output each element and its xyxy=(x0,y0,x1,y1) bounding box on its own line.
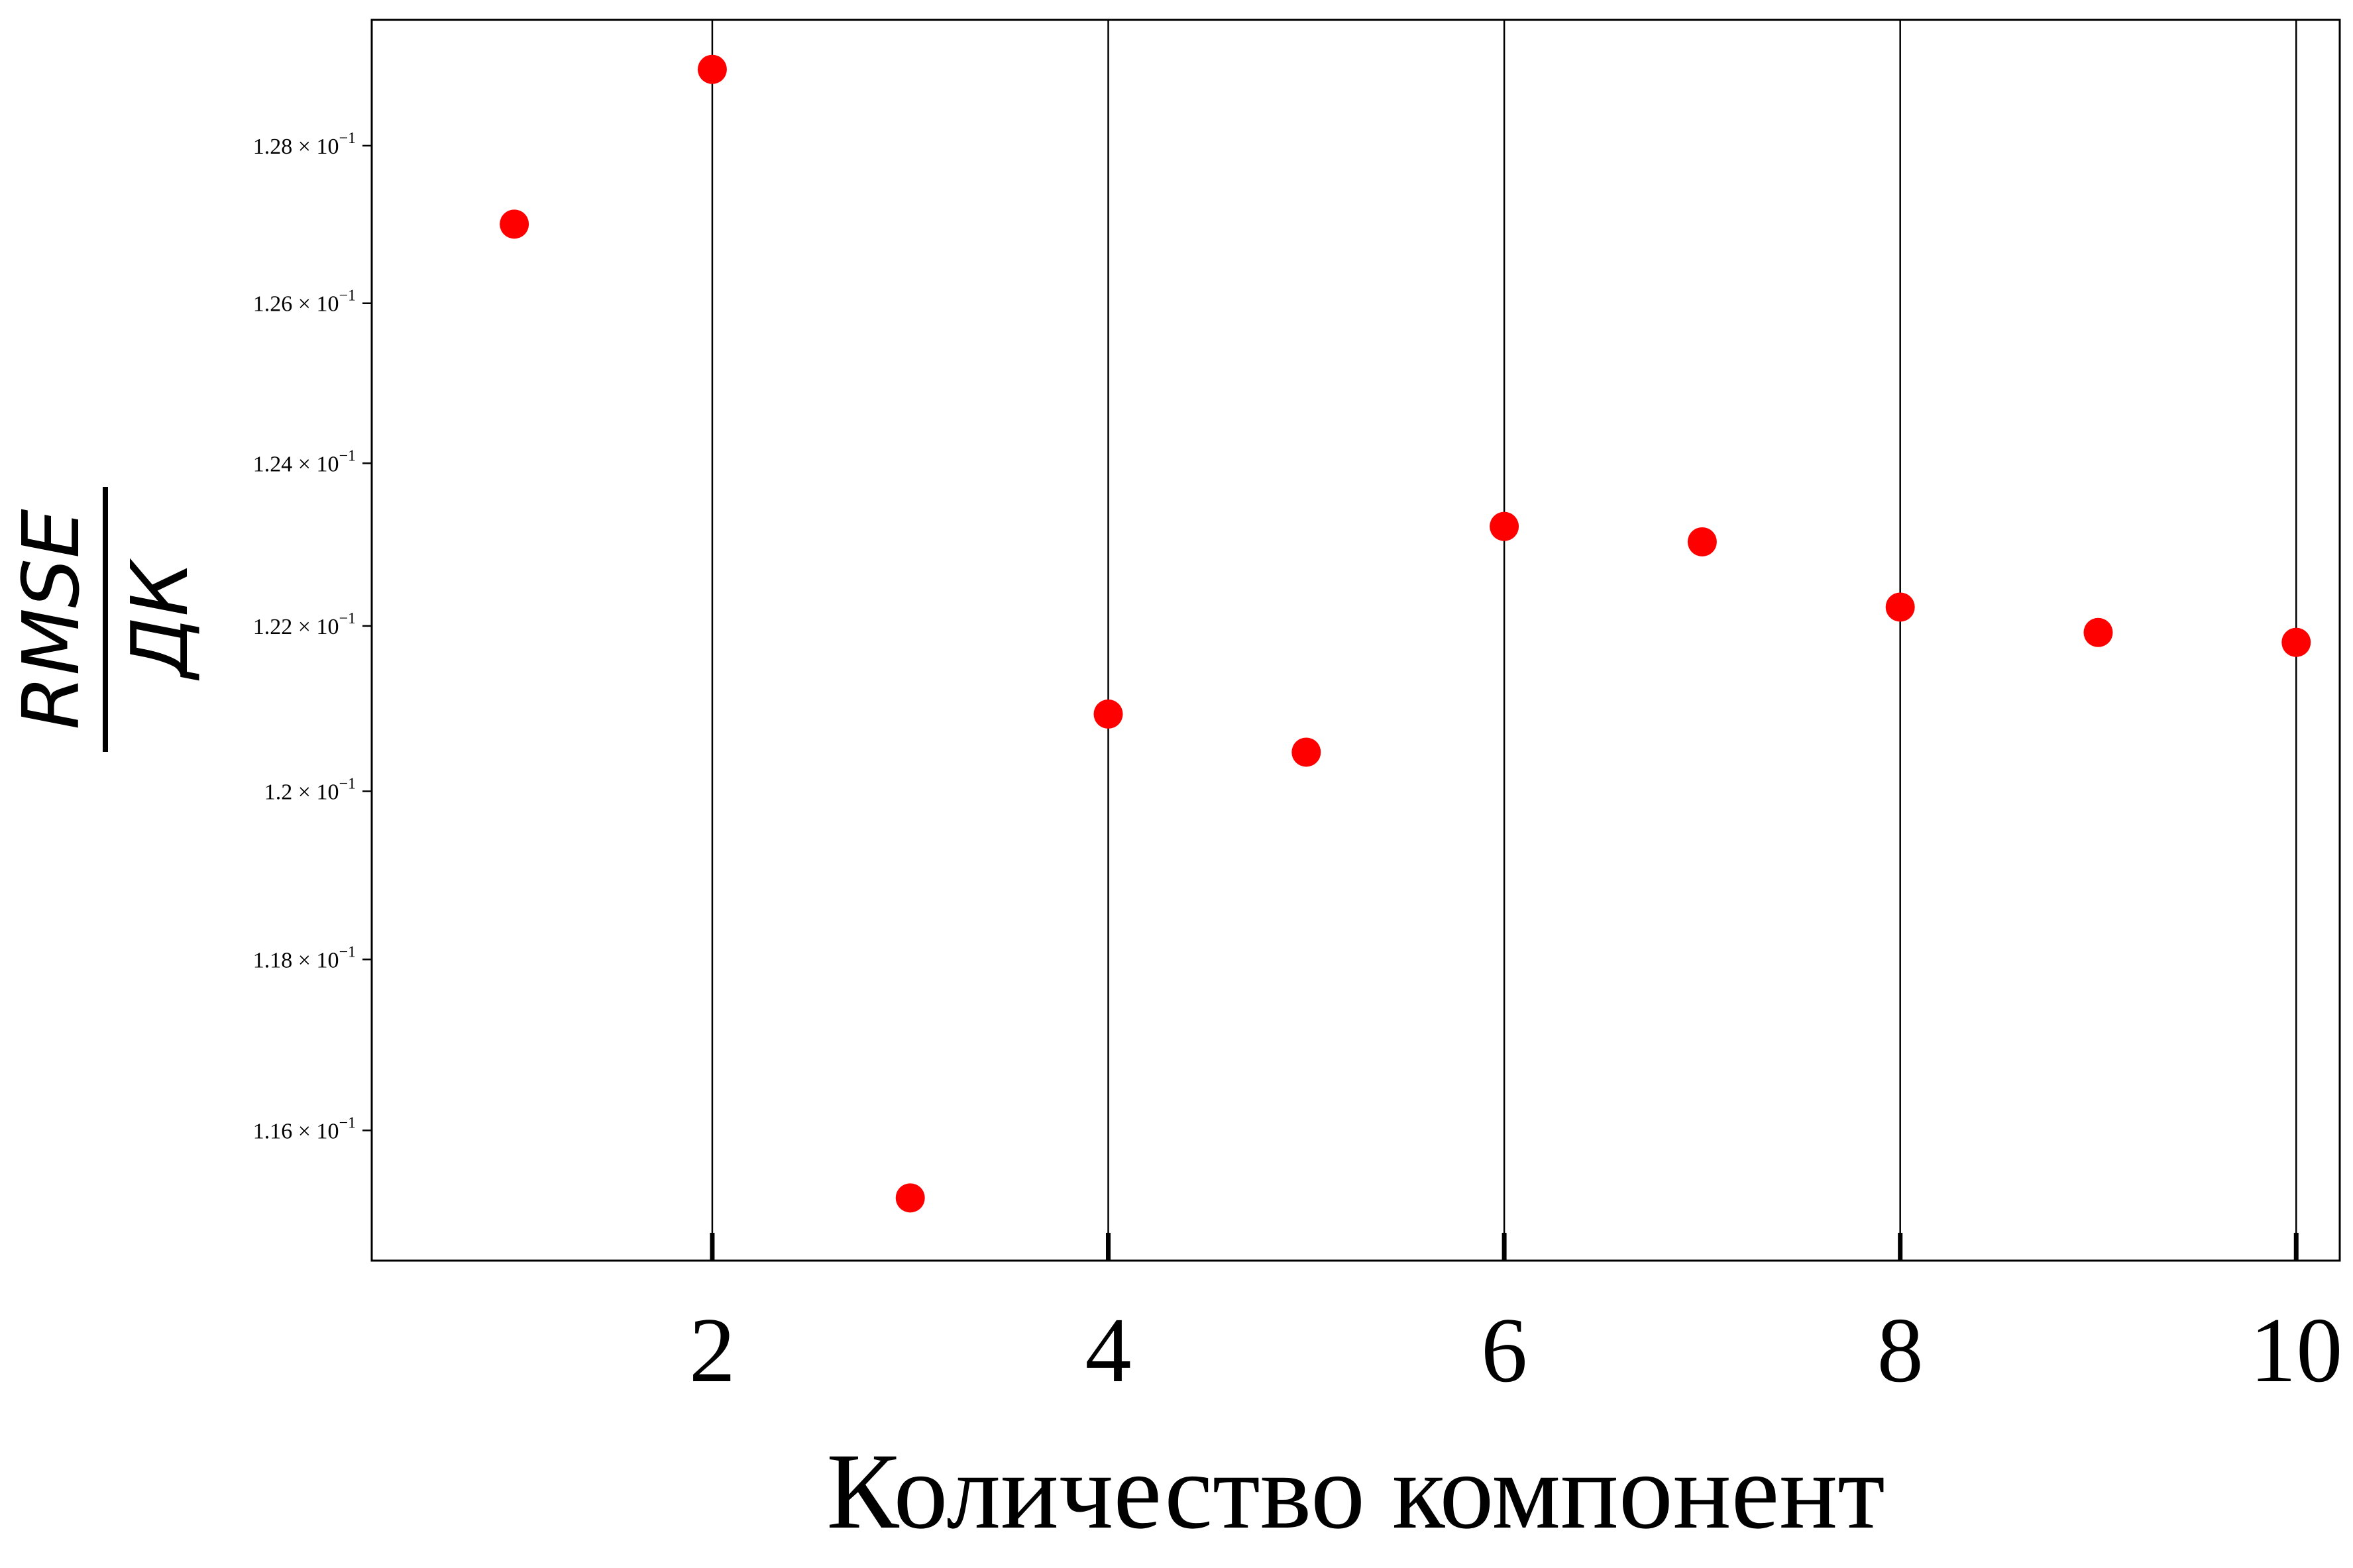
data-point xyxy=(2281,627,2311,657)
x-tick-label: 10 xyxy=(2250,1299,2342,1402)
x-tick-label: 8 xyxy=(1877,1299,1924,1402)
y-tick-label: 1.16 × 10−1 xyxy=(253,1114,356,1143)
y-tick-label: 1.28 × 10−1 xyxy=(253,130,356,159)
data-point xyxy=(500,209,529,239)
data-point xyxy=(697,54,727,84)
y-axis-label-numerator: RMSE xyxy=(5,509,97,730)
data-point xyxy=(895,1183,925,1213)
data-points xyxy=(500,54,2311,1213)
y-axis-label: RMSE ДК xyxy=(5,487,205,752)
y-tick-label: 1.2 × 10−1 xyxy=(264,776,356,805)
y-tick-label: 1.26 × 10−1 xyxy=(253,287,356,317)
x-tick-label: 2 xyxy=(689,1299,736,1402)
x-ticks: 2 4 6 8 10 xyxy=(689,1233,2342,1402)
data-point xyxy=(1885,592,1915,622)
data-point xyxy=(1687,527,1717,556)
data-point xyxy=(2083,617,2113,647)
data-point xyxy=(1093,699,1123,729)
x-tick-label: 4 xyxy=(1085,1299,1132,1402)
y-tick-label: 1.22 × 10−1 xyxy=(253,610,356,639)
data-point xyxy=(1490,511,1519,541)
x-axis-label: Количество компонент xyxy=(826,1432,1885,1551)
y-tick-label: 1.24 × 10−1 xyxy=(253,447,356,476)
y-ticks: 1.16 × 10−1 1.18 × 10−1 1.2 × 10−1 1.22 × 1… xyxy=(253,130,372,1143)
plot-frame xyxy=(370,19,2341,1262)
data-point xyxy=(1291,737,1321,767)
x-tick-label: 6 xyxy=(1481,1299,1527,1402)
y-tick-label: 1.18 × 10−1 xyxy=(253,943,356,972)
x-gridlines xyxy=(711,20,2297,1261)
y-axis-label-denominator: ДК xyxy=(114,558,205,681)
